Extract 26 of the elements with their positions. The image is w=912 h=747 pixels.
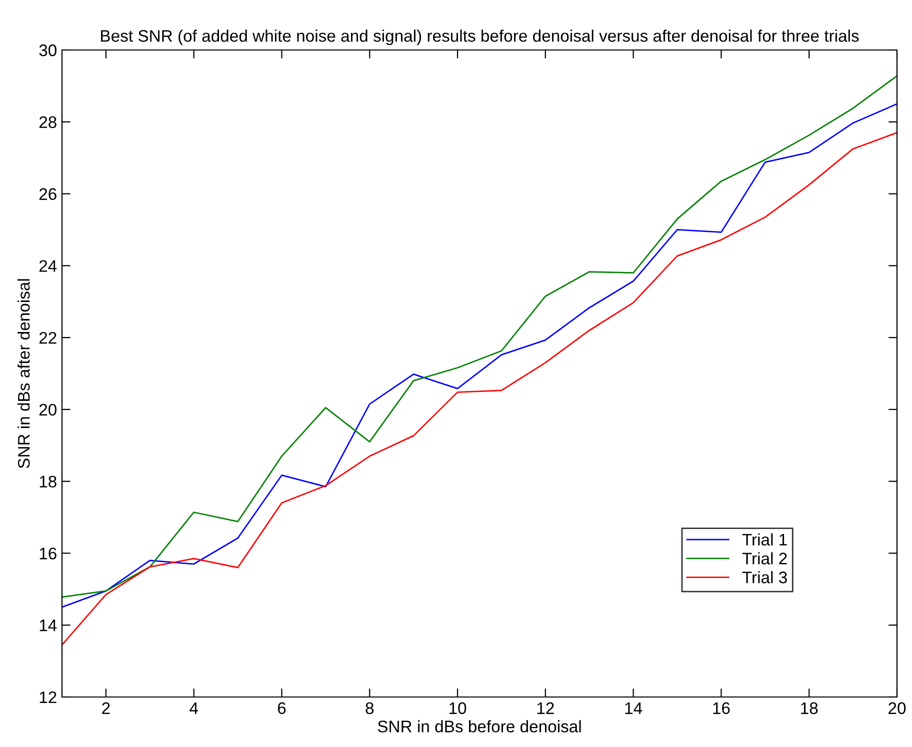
x-tick-label: 6	[278, 702, 286, 714]
y-tick-label: 28	[39, 116, 56, 128]
x-tick-label: 10	[450, 702, 466, 714]
x-tick-label: 18	[801, 702, 818, 714]
chart-title: Best SNR (of added white noise and signal) results before denoisal versus after denoisal for three trials	[101, 30, 859, 46]
x-tick-label: 20	[888, 702, 906, 714]
x-axis-title: SNR in dBs before denoisal	[378, 720, 581, 732]
x-tick-label: 16	[713, 702, 730, 714]
legend-label: Trial 3	[742, 571, 787, 584]
y-tick-label: 16	[40, 548, 56, 560]
y-tick-label: 24	[39, 260, 57, 272]
y-tick-label: 30	[39, 44, 56, 56]
y-tick-label: 14	[40, 620, 57, 632]
x-tick-label: 2	[102, 702, 110, 714]
x-tick-label: 12	[537, 702, 554, 714]
x-tick-label: 4	[190, 702, 198, 714]
legend-label: Trial 1	[742, 533, 787, 546]
y-tick-label: 12	[40, 691, 56, 704]
y-tick-label: 18	[40, 476, 56, 488]
x-tick-label: 8	[366, 702, 374, 714]
y-tick-label: 22	[39, 332, 56, 344]
x-tick-label: 14	[625, 702, 642, 714]
y-tick-label: 26	[39, 188, 56, 200]
legend-label: Trial 2	[742, 552, 787, 564]
y-tick-label: 20	[39, 404, 56, 416]
y-axis-title: SNR in dBs after denoisal	[18, 279, 30, 468]
